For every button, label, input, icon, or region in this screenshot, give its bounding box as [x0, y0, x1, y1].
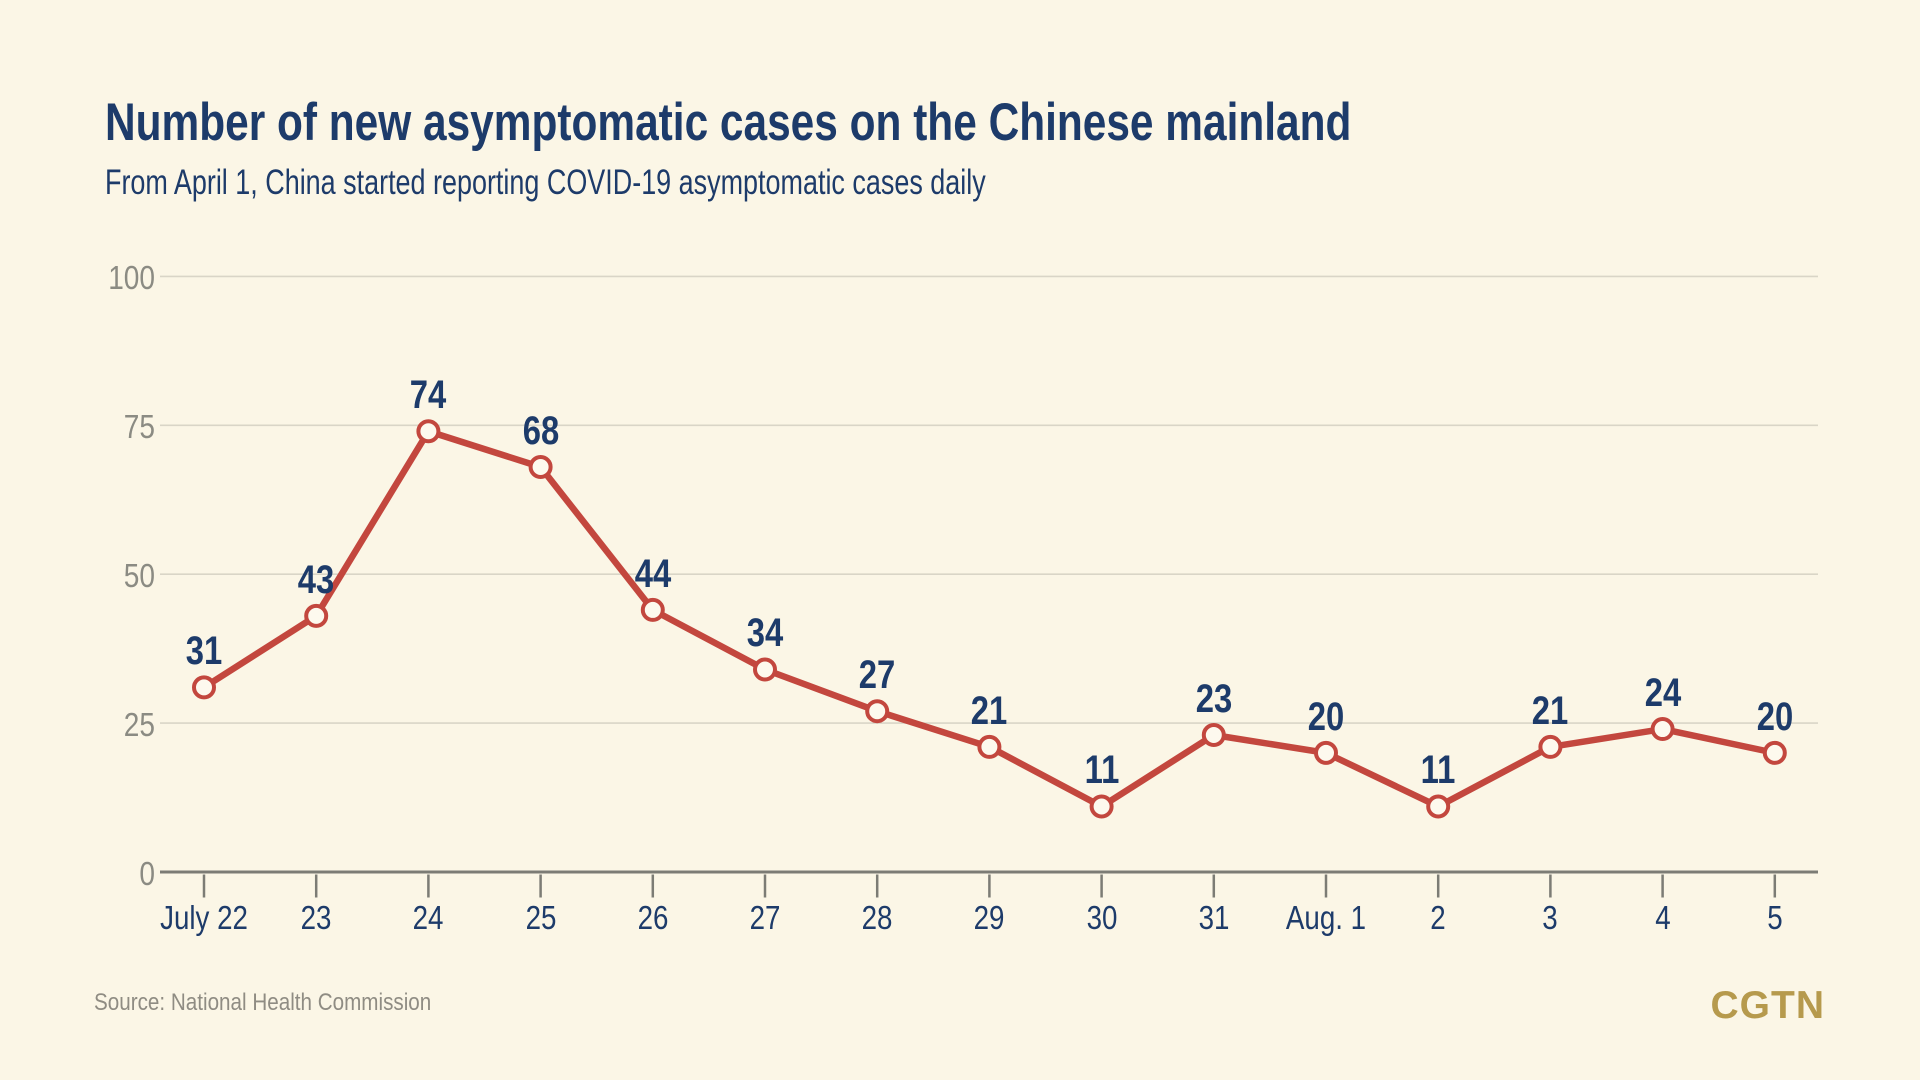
data-point-marker-14 — [1762, 740, 1787, 765]
x-tick-label-6: 28 — [861, 899, 893, 936]
data-point-label-1: 43 — [297, 557, 335, 602]
chart-subtitle: From April 1, China started reporting CO… — [105, 163, 986, 202]
y-tick-label-50: 50 — [123, 557, 155, 595]
x-tick-label-4: 26 — [637, 899, 669, 936]
x-tick-label-9: 31 — [1198, 899, 1230, 936]
cgtn-logo: CGTN — [1710, 984, 1825, 1027]
chart-title: Number of new asymptomatic cases on the … — [105, 93, 1352, 152]
data-point-label-14: 20 — [1756, 694, 1794, 739]
data-point-marker-9 — [1201, 723, 1226, 748]
x-tick-label-2: 24 — [412, 899, 444, 936]
x-tick-label-12: 3 — [1542, 899, 1559, 936]
data-point-label-5: 34 — [746, 611, 784, 656]
x-tick-label-3: 25 — [525, 899, 557, 936]
x-tick-label-1: 23 — [300, 899, 332, 936]
x-tick-label-0: July 22 — [160, 899, 248, 936]
data-point-label-7: 21 — [971, 688, 1008, 733]
data-point-label-0: 31 — [185, 629, 223, 674]
data-point-marker-2 — [416, 419, 441, 444]
y-tick-label-75: 75 — [123, 408, 155, 446]
source-note: Source: National Health Commission — [94, 989, 432, 1016]
data-point-marker-5 — [753, 657, 777, 682]
data-point-label-4: 44 — [634, 551, 672, 596]
y-tick-label-0: 0 — [139, 855, 155, 892]
data-point-marker-4 — [640, 597, 665, 622]
x-tick-label-8: 30 — [1086, 899, 1118, 936]
data-point-label-12: 21 — [1532, 688, 1569, 733]
data-point-marker-3 — [528, 454, 553, 479]
data-point-marker-6 — [865, 699, 890, 724]
y-tick-label-100: 100 — [108, 259, 155, 297]
data-point-marker-12 — [1538, 734, 1563, 759]
x-tick-label-13: 4 — [1654, 899, 1671, 936]
data-point-label-13: 24 — [1644, 671, 1681, 716]
data-point-marker-7 — [977, 734, 1002, 759]
x-tick-label-10: Aug. 1 — [1285, 899, 1367, 936]
x-tick-label-7: 29 — [973, 899, 1005, 936]
data-point-label-11: 11 — [1420, 748, 1456, 793]
data-point-marker-11 — [1426, 794, 1451, 819]
x-tick-label-11: 2 — [1430, 899, 1446, 936]
data-point-marker-1 — [304, 603, 329, 628]
data-point-label-2: 74 — [410, 373, 447, 418]
data-point-label-3: 68 — [522, 408, 559, 453]
data-point-marker-0 — [192, 675, 216, 700]
data-point-marker-13 — [1650, 717, 1675, 742]
x-tick-label-5: 27 — [749, 899, 781, 936]
data-point-label-10: 20 — [1307, 694, 1345, 739]
y-tick-label-25: 25 — [123, 706, 155, 744]
data-point-label-8: 11 — [1084, 748, 1119, 793]
data-point-label-6: 27 — [858, 653, 896, 698]
data-point-marker-10 — [1314, 740, 1338, 765]
data-point-marker-8 — [1089, 794, 1114, 819]
x-tick-label-14: 5 — [1767, 899, 1783, 936]
data-point-label-9: 23 — [1195, 677, 1233, 721]
